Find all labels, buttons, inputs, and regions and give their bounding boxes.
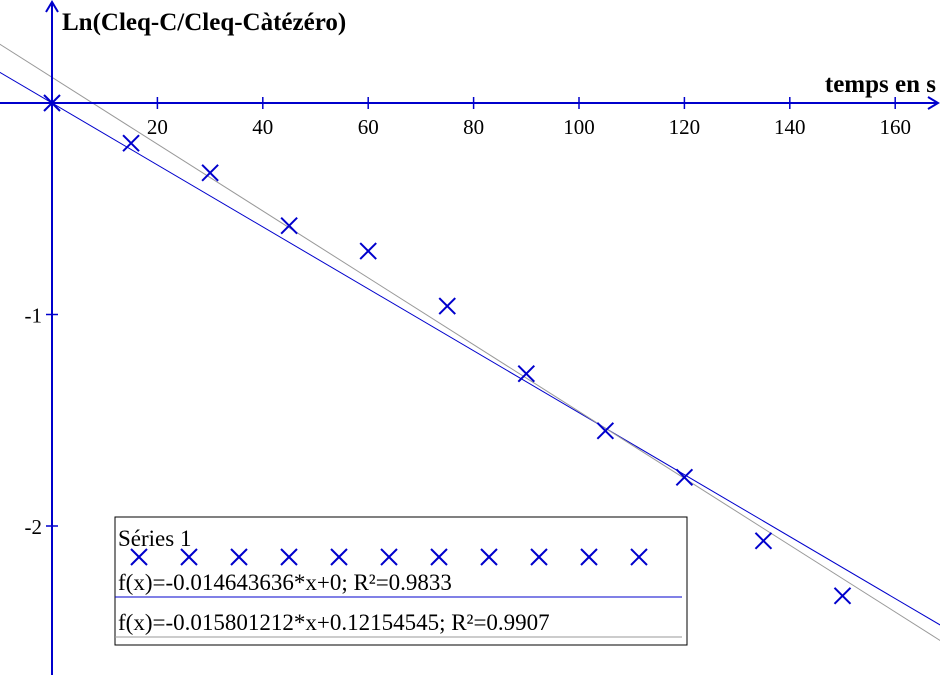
marker-stroke xyxy=(180,548,198,566)
marker-stroke xyxy=(280,216,298,235)
marker-stroke xyxy=(596,422,615,440)
marker-stroke xyxy=(438,297,456,315)
legend-series-name: Séries 1 xyxy=(118,526,191,551)
legend-marker xyxy=(280,548,298,566)
marker-stroke xyxy=(754,532,773,550)
y-tick-label: -2 xyxy=(25,515,43,539)
marker-stroke xyxy=(330,548,348,566)
x-tick-label: 140 xyxy=(774,115,806,139)
legend-marker xyxy=(330,548,348,566)
legend-marker xyxy=(430,548,448,566)
legend-marker xyxy=(530,548,548,566)
y-axis-title: Ln(Cleq-C/Cleq-Càtézéro) xyxy=(62,9,346,36)
data-point xyxy=(517,365,536,383)
legend-marker xyxy=(580,548,598,566)
x-tick-label: 160 xyxy=(879,115,911,139)
legend: Séries 1 f(x)=-0.014643636*x+0; R²=0.983… xyxy=(114,516,688,646)
data-point xyxy=(596,422,615,440)
marker-stroke xyxy=(230,548,248,566)
x-tick-label: 40 xyxy=(252,115,273,139)
marker-stroke xyxy=(280,548,298,566)
marker-stroke xyxy=(530,548,548,566)
data-point xyxy=(122,134,140,152)
x-tick-label: 20 xyxy=(147,115,168,139)
legend-marker xyxy=(630,548,648,566)
y-tick-label: -1 xyxy=(25,304,43,328)
fit-lines xyxy=(0,43,940,642)
x-tick-label: 100 xyxy=(563,115,595,139)
marker-stroke xyxy=(130,548,148,566)
x-axis-title: temps en s xyxy=(825,71,936,98)
data-point xyxy=(438,297,456,315)
legend-marker xyxy=(380,548,398,566)
legend-marker xyxy=(130,548,148,566)
marker-stroke xyxy=(517,365,536,383)
marker-stroke xyxy=(480,548,498,566)
data-point xyxy=(280,216,298,235)
marker-stroke xyxy=(580,548,598,566)
legend-fit-2: f(x)=-0.015801212*x+0.12154545; R²=0.990… xyxy=(118,610,550,635)
legend-markers xyxy=(130,548,648,566)
marker-stroke xyxy=(675,468,694,487)
legend-marker xyxy=(230,548,248,566)
marker-stroke xyxy=(833,587,852,605)
data-point xyxy=(201,164,219,182)
legend-box xyxy=(114,516,688,646)
x-tick-label: 120 xyxy=(669,115,701,139)
y-ticks: -1 -2 xyxy=(25,304,58,539)
data-point xyxy=(754,532,773,550)
fit-line-1 xyxy=(0,71,940,626)
legend-fit-1: f(x)=-0.014643636*x+0; R²=0.9833 xyxy=(118,570,452,595)
marker-stroke xyxy=(430,548,448,566)
legend-marker xyxy=(480,548,498,566)
marker-stroke xyxy=(122,134,140,152)
data-point xyxy=(43,94,61,112)
data-point xyxy=(675,468,694,487)
data-point xyxy=(833,587,852,605)
y-axis-arrow xyxy=(45,0,59,13)
marker-stroke xyxy=(380,548,398,566)
x-axis-arrow xyxy=(927,96,940,110)
data-points xyxy=(43,94,852,605)
legend-marker xyxy=(180,548,198,566)
marker-stroke xyxy=(43,94,61,112)
x-ticks: 20 40 60 80 100 120 140 160 xyxy=(147,97,911,139)
x-tick-label: 60 xyxy=(358,115,379,139)
fit-line-2 xyxy=(0,43,940,642)
x-tick-label: 80 xyxy=(463,115,484,139)
marker-stroke xyxy=(359,242,377,260)
marker-stroke xyxy=(201,164,219,182)
marker-stroke xyxy=(630,548,648,566)
data-point xyxy=(359,242,377,260)
